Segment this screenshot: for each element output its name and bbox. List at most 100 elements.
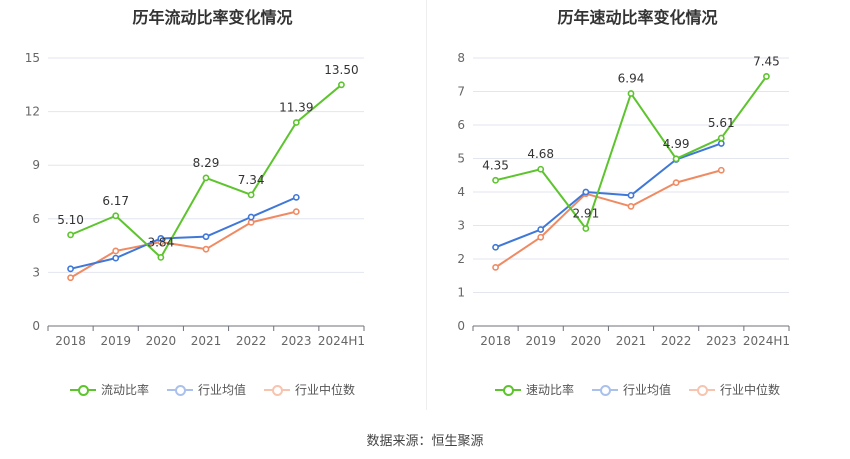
current-ratio-y-tick-label: 6 xyxy=(32,212,40,226)
quick-ratio-company-point xyxy=(763,73,770,80)
current-ratio-x-tick-label: 2021 xyxy=(191,334,222,348)
legend-industry-avg-2-marker xyxy=(591,384,618,396)
current-ratio-industry-median-point xyxy=(67,274,74,282)
current-ratio-chart: 0 3 6 9 12 15 2018 2019 2020 2021 2022 2023 2024H1 5.… xyxy=(25,51,365,348)
current-ratio-industry-avg-point xyxy=(67,265,74,273)
legend-industry-median-2[interactable]: 行业中位数 xyxy=(689,381,780,398)
quick-ratio-x-tick-label: 2024H1 xyxy=(743,334,790,348)
quick-ratio-company-point xyxy=(672,155,680,163)
quick-ratio-company-point xyxy=(582,225,590,232)
current-ratio-industry-avg-point xyxy=(247,213,255,221)
legend-current-ratio-label: 流动比率 xyxy=(100,383,149,397)
current-ratio-title: 历年流动比率变化情况 xyxy=(132,8,293,27)
legend-current-ratio-marker xyxy=(69,384,96,396)
legend-quick-ratio-label: 速动比率 xyxy=(525,383,574,397)
quick-ratio-industry-avg-point xyxy=(582,188,590,196)
current-ratio-y-tick-label: 0 xyxy=(32,319,40,333)
quick-ratio-x-tick-label: 2020 xyxy=(571,334,602,348)
legend-current-ratio[interactable]: 流动比率 xyxy=(69,381,149,398)
legend-industry-avg-2-label: 行业均值 xyxy=(622,383,671,397)
current-ratio-industry-avg-point xyxy=(112,254,120,262)
current-ratio-company-point xyxy=(67,231,74,239)
current-ratio-x-tick-label: 2018 xyxy=(55,334,86,348)
current-ratio-industry-median-point xyxy=(247,218,255,226)
quick-ratio-industry-median-point xyxy=(672,179,680,187)
current-ratio-x-tick-label: 2020 xyxy=(146,334,177,348)
current-ratio-industry-median-point xyxy=(112,247,120,255)
quick-ratio-y-tick-label: 7 xyxy=(457,85,465,99)
quick-ratio-industry-avg-point xyxy=(492,243,499,251)
quick-ratio-x-tick-label: 2021 xyxy=(616,334,647,348)
legend-industry-median-2-marker xyxy=(689,384,715,396)
quick-ratio-y-tick-label: 2 xyxy=(457,252,465,266)
current-ratio-data-label: 11.39 xyxy=(279,100,313,114)
current-ratio-industry-median-point xyxy=(292,208,300,216)
legend-industry-avg-2[interactable]: 行业均值 xyxy=(591,381,671,398)
legend-industry-median[interactable]: 行业中位数 xyxy=(264,381,355,398)
quick-ratio-x-tick-label: 2019 xyxy=(525,334,556,348)
current-ratio-x-tick-label: 2019 xyxy=(100,334,131,348)
quick-ratio-data-label: 4.68 xyxy=(527,147,554,161)
current-ratio-x-tick-label: 2022 xyxy=(236,334,267,348)
current-ratio-x-tick-label: 2024H1 xyxy=(318,334,365,348)
legend-industry-median-marker xyxy=(264,384,290,396)
current-ratio-company-point xyxy=(247,191,255,199)
current-ratio-industry-avg-point xyxy=(157,235,165,242)
quick-ratio-data-label: 4.35 xyxy=(482,158,509,172)
current-ratio-y-tick-label: 12 xyxy=(25,105,40,119)
quick-ratio-x-tick-label: 2022 xyxy=(661,334,692,348)
quick-ratio-industry-median-line xyxy=(495,169,722,269)
current-ratio-data-label: 13.50 xyxy=(324,63,358,77)
current-ratio-data-label: 8.29 xyxy=(193,156,220,170)
quick-ratio-company-point xyxy=(627,90,635,97)
current-ratio-industry-avg-point xyxy=(202,233,210,241)
quick-ratio-industry-median-point xyxy=(492,263,499,271)
quick-ratio-y-tick-label: 4 xyxy=(457,185,465,199)
quick-ratio-industry-median-point xyxy=(717,166,725,174)
legend-quick-ratio[interactable]: 速动比率 xyxy=(494,381,574,398)
quick-ratio-data-label: 7.45 xyxy=(753,54,780,68)
current-ratio-industry-avg-point xyxy=(292,193,300,201)
current-ratio-data-label: 5.10 xyxy=(57,213,84,227)
quick-ratio-legend: 速动比率 行业均值 行业中位数 xyxy=(425,381,850,398)
quick-ratio-y-tick-label: 8 xyxy=(457,51,465,65)
current-ratio-data-label: 6.17 xyxy=(102,194,129,208)
current-ratio-data-label: 3.84 xyxy=(147,235,174,249)
legend-industry-avg-label: 行业均值 xyxy=(197,383,246,397)
quick-ratio-company-point xyxy=(492,176,499,184)
current-ratio-industry-median-line xyxy=(70,210,297,279)
legend-industry-median-label: 行业中位数 xyxy=(295,383,356,397)
quick-ratio-company-point xyxy=(717,134,725,142)
current-ratio-company-point xyxy=(292,119,300,126)
current-ratio-company-point xyxy=(157,253,165,261)
quick-ratio-y-tick-label: 1 xyxy=(457,286,465,300)
quick-ratio-x-tick-label: 2018 xyxy=(480,334,511,348)
quick-ratio-y-tick-label: 3 xyxy=(457,219,465,233)
quick-ratio-industry-avg-line xyxy=(495,142,722,249)
current-ratio-company-point xyxy=(202,174,210,182)
legend-industry-avg-marker xyxy=(166,384,193,396)
quick-ratio-data-label: 2.91 xyxy=(572,207,599,221)
legend-industry-avg[interactable]: 行业均值 xyxy=(166,381,246,398)
legend-industry-median-2-label: 行业中位数 xyxy=(720,383,781,397)
quick-ratio-x-tick-label: 2023 xyxy=(706,334,737,348)
current-ratio-y-tick-label: 9 xyxy=(32,158,40,172)
current-ratio-industry-median-point xyxy=(202,245,210,253)
data-source: 数据来源：恒生聚源 xyxy=(366,434,484,449)
quick-ratio-data-label: 5.61 xyxy=(708,116,735,130)
current-ratio-industry-avg-line xyxy=(70,196,297,270)
current-ratio-data-label: 7.34 xyxy=(238,173,265,187)
quick-ratio-data-label: 6.94 xyxy=(618,72,645,86)
quick-ratio-y-tick-label: 6 xyxy=(457,118,465,132)
current-ratio-legend: 流动比率 行业均值 行业中位数 xyxy=(0,381,425,398)
quick-ratio-title: 历年速动比率变化情况 xyxy=(557,8,718,27)
quick-ratio-industry-avg-point xyxy=(717,140,725,147)
quick-ratio-y-tick-label: 0 xyxy=(457,319,465,333)
quick-ratio-chart: 0 1 2 3 4 5 6 7 8 2018 2019 2020 2021 2022 2023 2024H1 4… xyxy=(457,51,790,348)
current-ratio-y-tick-label: 15 xyxy=(25,51,40,65)
current-ratio-panel: 0 3 6 9 12 15 2018 2019 2020 2021 2022 2023 2024H1 5.… xyxy=(0,0,425,410)
legend-quick-ratio-marker xyxy=(494,384,521,396)
current-ratio-y-tick-label: 3 xyxy=(32,265,40,279)
panel-divider xyxy=(426,0,427,410)
